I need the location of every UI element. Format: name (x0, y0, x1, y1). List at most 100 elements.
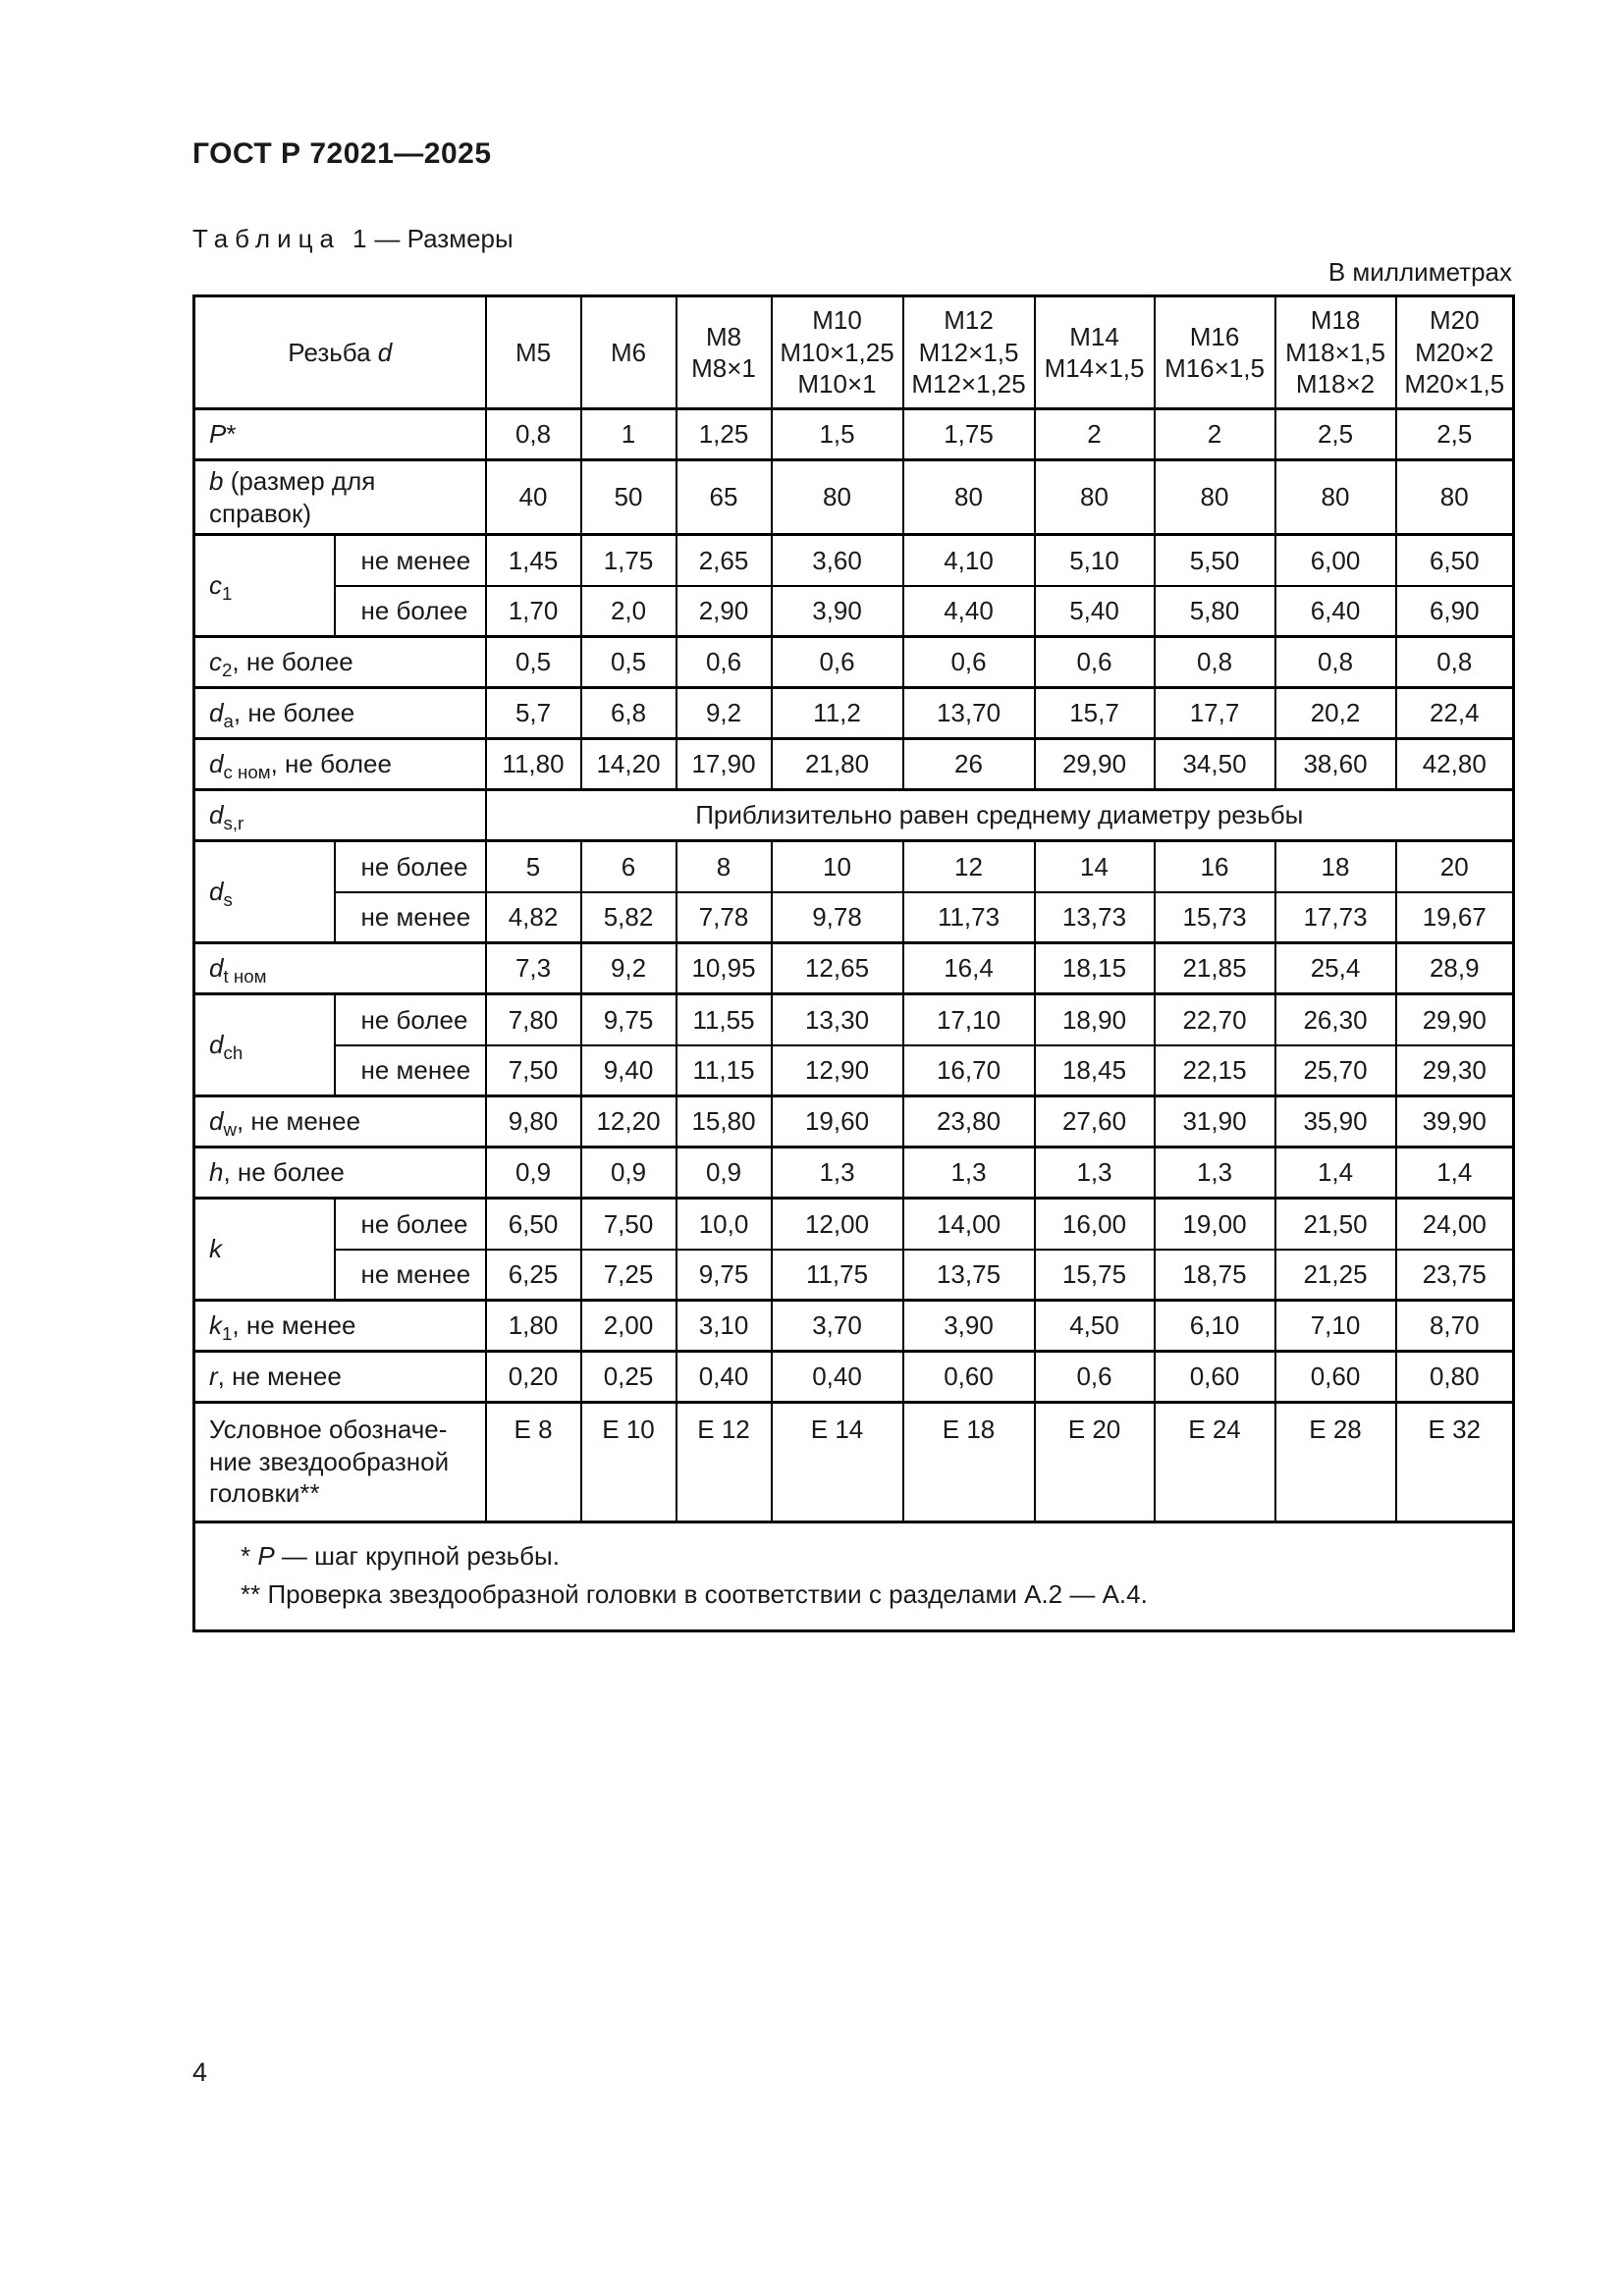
value-cell: 0,8 (1153, 635, 1276, 688)
value-cell: 1,3 (1033, 1146, 1156, 1199)
value-cell: 17,7 (1153, 686, 1276, 739)
value-cell: 35,90 (1273, 1095, 1397, 1148)
value-cell: 17,73 (1273, 890, 1397, 943)
value-cell: 11,73 (901, 890, 1036, 943)
value-cell: 0,60 (1273, 1350, 1397, 1403)
value-cell: 19,67 (1394, 890, 1515, 943)
span-note: Приблизительно равен среднему диаметру р… (484, 788, 1515, 841)
value-cell: 25,4 (1273, 941, 1397, 994)
value-cell: 21,80 (770, 737, 904, 790)
value-cell: 3,90 (901, 1299, 1036, 1352)
value-cell: 5,82 (579, 890, 677, 943)
value-cell: 0,5 (579, 635, 677, 688)
value-cell: 22,70 (1153, 992, 1276, 1045)
row-label: P* (192, 407, 487, 460)
value-cell: 7,50 (579, 1197, 677, 1250)
value-cell: 0,60 (1153, 1350, 1276, 1403)
value-cell: 6,50 (1394, 533, 1515, 586)
value-cell: Е 32 (1394, 1401, 1515, 1522)
value-cell: 2,0 (579, 584, 677, 637)
table-row: c1 не менее 1,45 1,75 2,65 3,60 4,10 5,10 5,50 6,… (192, 533, 1515, 637)
value-cell: 2,90 (675, 584, 773, 637)
value-cell: 7,80 (484, 992, 582, 1045)
table-row: k не более 6,50 7,50 10,0 12,00 14,00 16,00 19,0… (192, 1197, 1515, 1301)
value-cell: 29,90 (1394, 992, 1515, 1045)
footnote-area: * P — шаг крупной резьбы. ** Проверка зве… (192, 1521, 1515, 1631)
row-qualifier: не менее (333, 1248, 487, 1301)
value-cell: 12 (901, 839, 1036, 892)
value-cell: 24,00 (1394, 1197, 1515, 1250)
thread-column-header: Резьба d (192, 295, 487, 409)
value-cell: 0,40 (770, 1350, 904, 1403)
value-cell: 31,90 (1153, 1095, 1276, 1148)
page-number: 4 (192, 2057, 208, 2087)
value-cell: 16,4 (901, 941, 1036, 994)
value-cell: 10 (770, 839, 904, 892)
value-cell: 6,40 (1273, 584, 1397, 637)
value-cell: 1,75 (901, 407, 1036, 460)
table-row: h, не более 0,9 0,9 0,9 1,3 1,3 1,3 1,3 1,4 1,4 (192, 1146, 1515, 1199)
value-cell: 20 (1394, 839, 1515, 892)
table-row: da, не более 5,7 6,8 9,2 11,2 13,70 15,7 17,7 20… (192, 686, 1515, 739)
value-cell: 21,50 (1273, 1197, 1397, 1250)
value-cell: 1,4 (1273, 1146, 1397, 1199)
value-cell: 6,25 (484, 1248, 582, 1301)
value-cell: 9,2 (675, 686, 773, 739)
value-cell: 0,80 (1394, 1350, 1515, 1403)
row-label: h, не более (192, 1146, 487, 1199)
value-cell: 5,10 (1033, 533, 1156, 586)
value-cell: 12,65 (770, 941, 904, 994)
value-cell: 17,10 (901, 992, 1036, 1045)
value-cell: 0,8 (1394, 635, 1515, 688)
value-cell: 2,00 (579, 1299, 677, 1352)
row-qualifier: не более (333, 839, 487, 892)
row-label: dw, не менее (192, 1095, 487, 1148)
table-row: k1, не менее 1,80 2,00 3,10 3,70 3,90 4,50 6,10… (192, 1299, 1515, 1352)
value-cell: 2,5 (1394, 407, 1515, 460)
value-cell: 1,80 (484, 1299, 582, 1352)
table-row: r, не менее 0,20 0,25 0,40 0,40 0,60 0,6 0,60 0,… (192, 1350, 1515, 1403)
value-cell: 22,15 (1153, 1043, 1276, 1096)
value-cell: 2 (1033, 407, 1156, 460)
value-cell: Е 28 (1273, 1401, 1397, 1522)
value-cell: 5,80 (1153, 584, 1276, 637)
table-row: dw, не менее 9,80 12,20 15,80 19,60 23,80 27,6… (192, 1095, 1515, 1148)
value-cell: 1,3 (770, 1146, 904, 1199)
value-cell: 9,80 (484, 1095, 582, 1148)
header-row: Резьба d M5 M6 M8 M8×1 M10 M10×1,25 M10×1 M12 M12… (192, 295, 1515, 409)
value-cell: 3,60 (770, 533, 904, 586)
value-cell: 17,90 (675, 737, 773, 790)
value-cell: 80 (1273, 458, 1397, 535)
column-header: M18 M18×1,5 M18×2 (1273, 295, 1397, 409)
row-qualifier: не менее (333, 1043, 487, 1096)
value-cell: 15,75 (1033, 1248, 1156, 1301)
table-caption-number: 1 (352, 224, 367, 253)
value-cell: 21,85 (1153, 941, 1276, 994)
column-header: M5 (484, 295, 582, 409)
value-cell: 3,10 (675, 1299, 773, 1352)
value-cell: 12,90 (770, 1043, 904, 1096)
value-cell: 25,70 (1273, 1043, 1397, 1096)
value-cell: 0,9 (484, 1146, 582, 1199)
value-cell: 10,95 (675, 941, 773, 994)
value-cell: 34,50 (1153, 737, 1276, 790)
value-cell: 2,5 (1273, 407, 1397, 460)
value-cell: 80 (1033, 458, 1156, 535)
value-cell: 1,70 (484, 584, 582, 637)
table-row: dc ном, не более 11,80 14,20 17,90 21,80 26 29… (192, 737, 1515, 790)
value-cell: 16 (1153, 839, 1276, 892)
value-cell: 6,8 (579, 686, 677, 739)
value-cell: 1,25 (675, 407, 773, 460)
value-cell: 15,7 (1033, 686, 1156, 739)
value-cell: 7,50 (484, 1043, 582, 1096)
value-cell: 29,30 (1394, 1043, 1515, 1096)
value-cell: 18 (1273, 839, 1397, 892)
value-cell: 29,90 (1033, 737, 1156, 790)
value-cell: 16,00 (1033, 1197, 1156, 1250)
table-row: Условное обозначе-ние звездообразной голо… (192, 1401, 1515, 1522)
row-label: k (192, 1197, 336, 1301)
value-cell: 0,9 (675, 1146, 773, 1199)
value-cell: 23,75 (1394, 1248, 1515, 1301)
table-row: не менее 6,25 7,25 9,75 11,75 13,75 15,75 18,75… (194, 1248, 1515, 1301)
